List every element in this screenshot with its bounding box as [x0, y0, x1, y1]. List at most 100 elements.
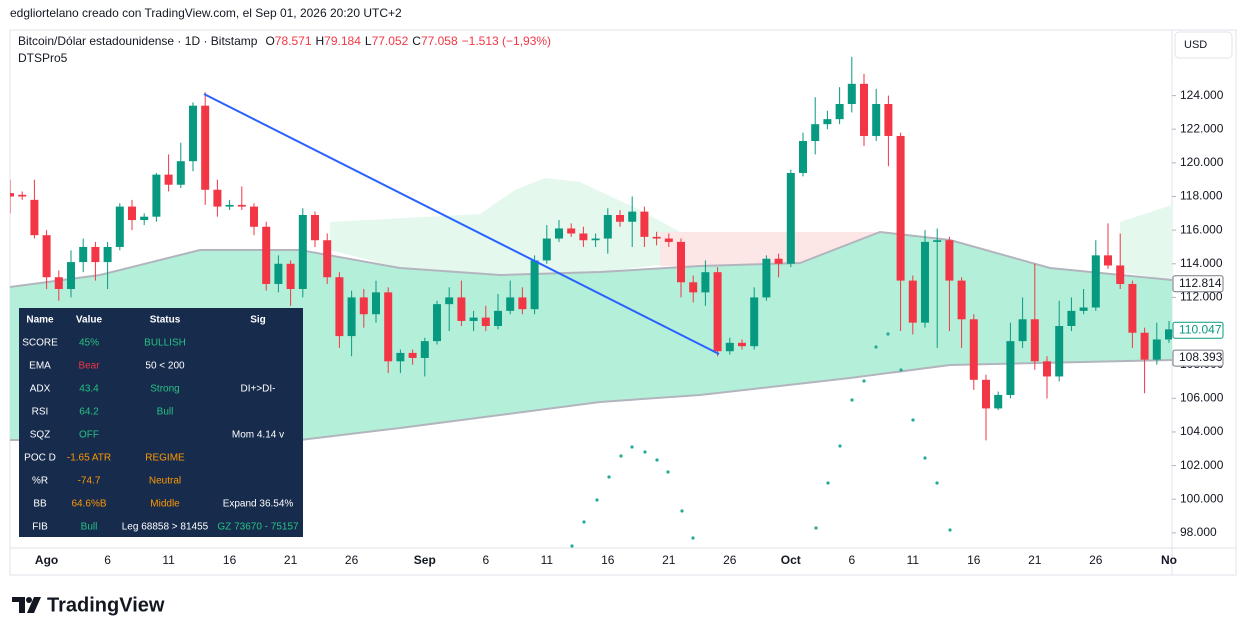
candle-body — [42, 235, 51, 278]
x-tick-label: No — [1161, 553, 1177, 567]
candle-body — [1116, 265, 1125, 284]
table-cell: Leg 68858 > 81455 — [122, 522, 209, 533]
candle-body — [152, 174, 161, 217]
table-cell: Middle — [150, 499, 180, 510]
candle-body — [994, 394, 1003, 409]
candle-body — [1067, 310, 1076, 326]
y-tick-label: 116.000 — [1180, 222, 1223, 236]
candle-body — [323, 240, 332, 278]
candle-body — [847, 83, 856, 104]
candle-body — [933, 240, 942, 242]
candle-body — [750, 297, 759, 347]
table-header: Sig — [250, 315, 266, 326]
table-header: Status — [150, 315, 181, 326]
y-tick-label: 124.000 — [1180, 88, 1224, 102]
candle-body — [372, 292, 380, 315]
candle-body — [518, 297, 527, 310]
candle-body — [494, 310, 502, 326]
x-tick-label: 26 — [723, 553, 737, 567]
x-tick-label: 6 — [104, 553, 111, 567]
candle-body — [542, 238, 551, 261]
price-label: 110.047 — [1179, 322, 1222, 336]
candle-body — [274, 263, 283, 284]
candle-body — [896, 135, 905, 281]
table-cell: GZ 73670 - 75157 — [217, 522, 299, 533]
symbol: Bitcoin/Dólar estadounidense · 1D · Bits… — [18, 34, 258, 48]
table-cell: -1.65 ATR — [67, 453, 111, 464]
candle-body — [1030, 319, 1039, 362]
price-label-box — [1172, 349, 1224, 367]
x-tick-label: 16 — [967, 553, 981, 567]
sar-dots — [570, 332, 952, 548]
x-tick-label: 6 — [848, 553, 855, 567]
candle-body — [713, 272, 722, 352]
candle-body — [872, 104, 881, 136]
change: −1.513 (−1,93%) — [462, 34, 551, 48]
currency-box[interactable] — [1174, 31, 1233, 59]
band-bottom-line — [10, 359, 1172, 441]
x-tick-label: 6 — [482, 553, 489, 567]
table-background — [19, 308, 303, 537]
table-cell: 64.6%B — [71, 499, 106, 510]
candle-body — [1018, 319, 1027, 342]
currency[interactable]: USD — [1184, 39, 1207, 51]
y-tick-label: 120.000 — [1180, 155, 1224, 169]
table-cell: SQZ — [30, 430, 51, 441]
y-tick-label: 100.000 — [1180, 491, 1224, 505]
x-tick-label: 26 — [1089, 553, 1103, 567]
candle-body — [860, 83, 868, 136]
candle-body — [213, 189, 222, 207]
candle-body — [616, 215, 624, 222]
candle-body — [408, 352, 417, 358]
candle-body — [640, 211, 649, 237]
candle-body — [1055, 326, 1064, 377]
ohlc-label: C — [412, 34, 421, 48]
price-label: 112.814 — [1179, 276, 1222, 290]
candle-body — [677, 241, 685, 283]
candle-body — [555, 228, 563, 239]
candle-body — [140, 216, 149, 221]
table-header: Name — [26, 315, 54, 326]
candle-body — [359, 297, 368, 315]
candle-body — [701, 272, 710, 293]
ohlc-value: 77.058 — [421, 34, 458, 48]
candle-body — [30, 199, 39, 236]
x-tick-label: 11 — [907, 553, 920, 567]
table-cell: REGIME — [145, 453, 185, 464]
candle-body — [786, 172, 795, 264]
y-tick-label: 102.000 — [1180, 458, 1224, 472]
candle-body — [1152, 339, 1161, 360]
candle-body — [1079, 307, 1088, 311]
table-cell: 43.4 — [79, 384, 99, 395]
x-tick-label: 21 — [662, 553, 676, 567]
candle-body — [738, 342, 746, 347]
x-tick-label: 11 — [541, 553, 554, 567]
candle-body — [67, 262, 75, 289]
candle-body — [10, 193, 14, 197]
candle-body — [969, 319, 978, 380]
y-tick-label: 106.000 — [1180, 390, 1224, 404]
table-cell: Expand 36.54% — [223, 499, 294, 510]
candle-body — [835, 104, 844, 120]
candle-body — [1165, 329, 1172, 340]
band-top-line — [10, 230, 1172, 288]
candle-body — [262, 226, 271, 284]
candle-body — [884, 104, 893, 136]
table-cell: DI+>DI- — [240, 384, 275, 395]
cloud-pink — [660, 232, 880, 266]
candle-body — [811, 124, 820, 141]
ohlc-label: H — [316, 34, 325, 48]
candle-body — [128, 206, 136, 221]
candle-body — [774, 258, 783, 264]
y-tick-label: 104.000 — [1180, 424, 1224, 438]
price-label-box — [1172, 321, 1224, 339]
candle-body — [201, 105, 210, 190]
table-cell: Strong — [150, 384, 179, 395]
x-tick-label: 21 — [1028, 553, 1042, 567]
x-tick-label: 11 — [162, 553, 175, 567]
table-cell: Bull — [157, 407, 174, 418]
candle-body — [115, 206, 124, 247]
candle-body — [79, 246, 88, 263]
trend-line — [203, 93, 720, 355]
